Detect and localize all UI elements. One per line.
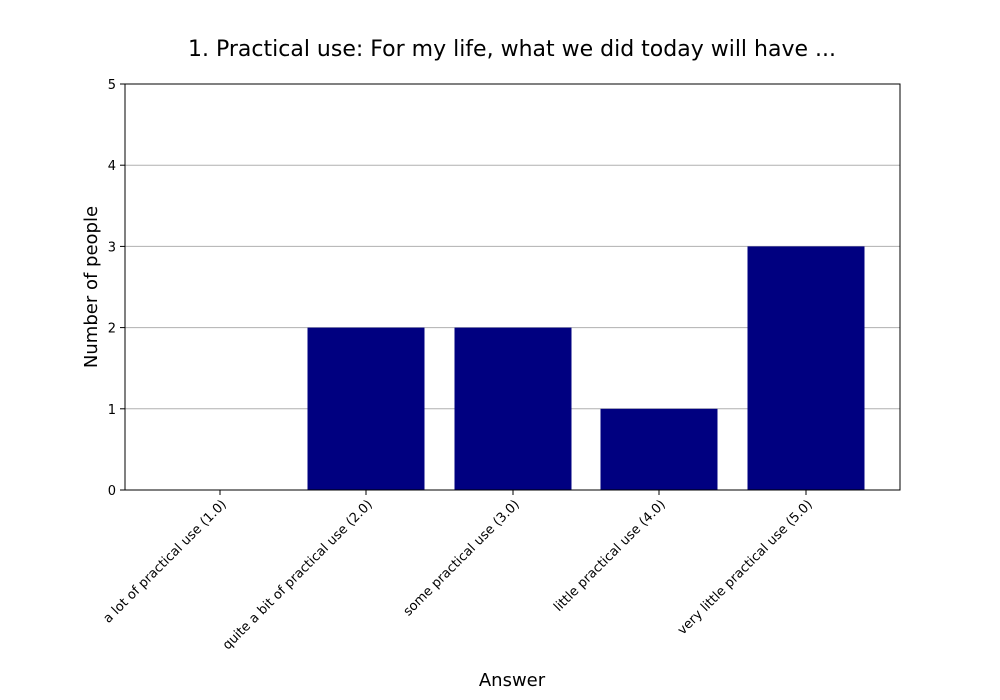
x-tick-label: little practical use (4.0)	[551, 497, 669, 615]
bar	[600, 408, 718, 490]
bar	[747, 246, 865, 490]
x-tick-label: quite a bit of practical use (2.0)	[220, 497, 376, 653]
y-axis-label: Number of people	[81, 206, 102, 368]
y-axis-ticks: 0 1 2 3 4 5	[108, 78, 125, 499]
x-tick-label: some practical use (3.0)	[401, 497, 523, 619]
y-tick-label: 5	[108, 78, 116, 93]
y-tick-label: 0	[108, 484, 116, 499]
bar	[307, 327, 425, 490]
y-tick-label: 4	[108, 159, 116, 174]
x-tick-label: a lot of practical use (1.0)	[101, 497, 230, 626]
y-tick-label: 1	[108, 403, 116, 418]
x-axis-ticks: a lot of practical use (1.0)quite a bit …	[101, 490, 816, 653]
bar	[454, 327, 572, 490]
y-tick-label: 2	[108, 322, 116, 337]
y-tick-label: 3	[108, 240, 116, 255]
bars	[307, 246, 865, 490]
chart-title: 1. Practical use: For my life, what we d…	[188, 37, 836, 62]
x-tick-label: very little practical use (5.0)	[675, 497, 816, 638]
x-axis-label: Answer	[479, 670, 546, 691]
